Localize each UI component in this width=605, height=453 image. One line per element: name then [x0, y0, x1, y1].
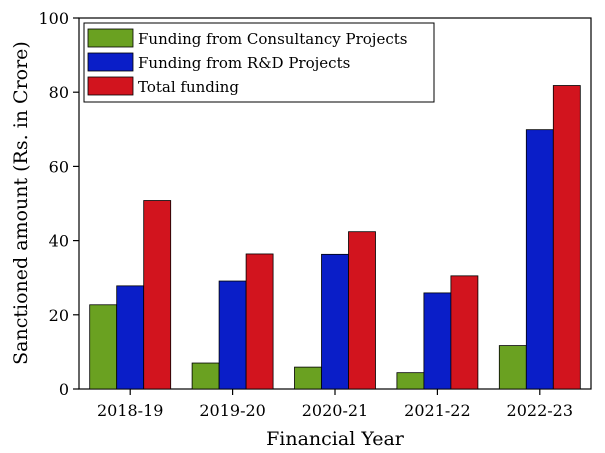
bar-2021-22-funding-from-consultancy-projects [396, 372, 425, 390]
y-tick-label: 100 [38, 9, 69, 28]
legend-swatch [87, 52, 134, 72]
legend-swatch [87, 76, 134, 96]
x-tick-label: 2020-21 [302, 401, 368, 420]
legend-swatch [87, 28, 134, 48]
x-axis: 2018-19 2019-20 2020-21 2021-22 2022-23 [97, 389, 573, 420]
bar-2022-23-total-funding [552, 85, 581, 390]
bar-2019-20-total-funding [245, 253, 274, 390]
y-tick-label: 60 [49, 157, 69, 176]
bar-2021-22-funding-from-r-d-projects [423, 292, 452, 390]
bar-2018-19-funding-from-consultancy-projects [89, 304, 118, 390]
x-tick-label: 2021-22 [404, 401, 470, 420]
bar-2022-23-funding-from-r-d-projects [525, 129, 554, 390]
y-tick-label: 40 [49, 232, 69, 251]
y-tick-label: 80 [49, 83, 69, 102]
legend-label: Funding from Consultancy Projects [138, 30, 407, 48]
bar-2020-21-total-funding [348, 231, 376, 390]
legend-label: Total funding [138, 78, 239, 96]
bar-2022-23-funding-from-consultancy-projects [498, 345, 527, 390]
x-tick-label: 2019-20 [199, 401, 265, 420]
legend-label: Funding from R&D Projects [138, 54, 350, 72]
bar-2020-21-funding-from-r-d-projects [321, 253, 349, 390]
y-axis: 0 20 40 60 80 100 [38, 9, 79, 399]
x-axis-label: Financial Year [266, 428, 405, 450]
y-tick-label: 20 [49, 306, 69, 325]
y-tick-label: 0 [59, 380, 69, 399]
x-tick-label: 2022-23 [507, 401, 573, 420]
bar-2020-21-funding-from-consultancy-projects [294, 366, 322, 390]
bar-2021-22-total-funding [450, 275, 479, 390]
bar-2018-19-total-funding [143, 200, 172, 390]
y-axis-label: Sanctioned amount (Rs. in Crore) [10, 41, 32, 365]
x-tick-label: 2018-19 [97, 401, 163, 420]
bar-2018-19-funding-from-r-d-projects [116, 285, 145, 390]
legend-box [83, 22, 435, 103]
bar-2019-20-funding-from-r-d-projects [218, 280, 247, 390]
bars [89, 85, 581, 390]
legend: Funding from Consultancy Projects Funding… [83, 22, 435, 103]
bar-2019-20-funding-from-consultancy-projects [191, 362, 220, 390]
